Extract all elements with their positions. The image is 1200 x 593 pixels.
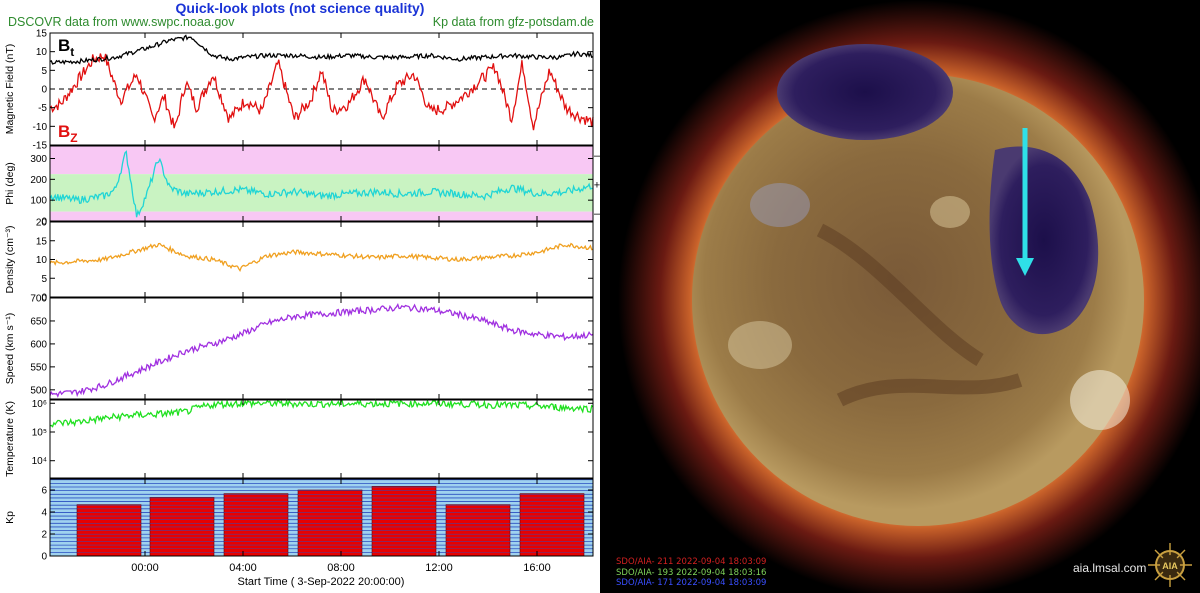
magnetic-ytick-label: 10 bbox=[36, 47, 48, 58]
speed-ytick-label: 650 bbox=[30, 316, 47, 327]
speed-frame bbox=[49, 297, 594, 400]
magnetic-ytick-label: 0 bbox=[41, 85, 47, 96]
active-region-2 bbox=[728, 321, 792, 369]
equatorial-coronal-hole bbox=[989, 146, 1099, 335]
speed-ytick-label: 700 bbox=[30, 294, 47, 305]
speed-ytick-label: 550 bbox=[30, 362, 47, 373]
kp-bar bbox=[371, 486, 437, 557]
kp-ytick-label: 6 bbox=[41, 486, 47, 497]
phi-sector-sign: – bbox=[594, 150, 600, 162]
kp-ytick-label: 2 bbox=[41, 530, 47, 541]
kp-source-label: Kp data from gfz-potsdam.de bbox=[432, 15, 594, 29]
phi-series-line bbox=[49, 150, 594, 218]
limb-bright-region bbox=[1070, 370, 1130, 430]
dscovr-source-label: DSCOVR data from www.swpc.noaa.gov bbox=[8, 15, 235, 29]
magnetic-ytick-label: 5 bbox=[41, 66, 47, 77]
kp-bar bbox=[519, 493, 585, 557]
density-ytick-label: 5 bbox=[41, 274, 47, 285]
phi-axis-title: Phi (deg) bbox=[4, 162, 16, 205]
phi-away-sector-band bbox=[50, 211, 593, 221]
solar-wind-quicklook-panel: Quick-look plots (not science quality) D… bbox=[4, 0, 600, 589]
phi-ytick-label: 0 bbox=[41, 217, 47, 228]
time-axis-tick-label: 04:00 bbox=[229, 562, 257, 574]
svg-text:BZ: BZ bbox=[58, 122, 78, 145]
temperature-ytick-label: 10⁵ bbox=[32, 427, 47, 438]
stacked-timeseries-plots: Magnetic Field (nT) 15 10 5 0 -5 -10 -15 Phi (de… bbox=[4, 29, 600, 589]
svg-text:AIA: AIA bbox=[1162, 561, 1178, 571]
bz-series-label: BZ bbox=[58, 122, 78, 145]
aia-193-caption: SDO/AIA- 193 2022-09-04 18:03:16 bbox=[616, 568, 767, 578]
filament-channels bbox=[816, 223, 1023, 407]
bt-series-label: Bt bbox=[58, 36, 74, 59]
temperature-series-line bbox=[49, 398, 594, 428]
speed-ytick-label: 500 bbox=[30, 385, 47, 396]
speed-axis-title: Speed (km s⁻¹) bbox=[4, 313, 16, 384]
quicklook-title: Quick-look plots (not science quality) bbox=[175, 0, 425, 16]
speed-series-line bbox=[49, 303, 594, 398]
lmsal-logo: AIA bbox=[1148, 543, 1192, 587]
phi-ytick-label: 300 bbox=[30, 154, 47, 165]
magnetic-ytick-label: -10 bbox=[33, 122, 48, 133]
time-axis-tick-label: 16:00 bbox=[523, 562, 551, 574]
aia-website-label: aia.lmsal.com bbox=[1073, 561, 1147, 575]
phi-toward-sector-band bbox=[50, 174, 593, 212]
phi-sector-sign: – bbox=[594, 208, 600, 220]
temperature-ytick-label: 10⁶ bbox=[32, 399, 47, 410]
density-ytick-label: 20 bbox=[36, 218, 48, 229]
kp-bar bbox=[223, 493, 289, 557]
speed-ytick-label: 600 bbox=[30, 339, 47, 350]
phi-sector-sign: + bbox=[594, 180, 600, 192]
magnetic-ytick-label: 15 bbox=[36, 29, 48, 40]
density-series-line bbox=[49, 242, 594, 273]
phi-ytick-label: 200 bbox=[30, 175, 47, 186]
bt-series-line bbox=[49, 34, 594, 66]
svg-text:Bt: Bt bbox=[58, 36, 74, 59]
phi-ytick-label: 100 bbox=[30, 196, 47, 207]
density-ytick-label: 15 bbox=[36, 236, 48, 247]
density-ytick-label: 0 bbox=[41, 293, 47, 304]
density-axis-title: Density (cm⁻³) bbox=[4, 226, 16, 294]
active-region-3 bbox=[930, 196, 970, 228]
temperature-axis-title: Temperature (K) bbox=[4, 401, 16, 477]
kp-ytick-label: 0 bbox=[41, 552, 47, 563]
coronal-hole-arrow bbox=[1016, 128, 1034, 276]
kp-axis-title: Kp bbox=[4, 511, 16, 524]
kp-ytick-label: 4 bbox=[41, 508, 47, 519]
north-coronal-hole bbox=[777, 44, 953, 140]
active-region-1 bbox=[750, 183, 810, 227]
magnetic-axis-title: Magnetic Field (nT) bbox=[4, 44, 16, 134]
time-axis-title: Start Time ( 3-Sep-2022 20:00:00) bbox=[238, 576, 405, 588]
sun-composite-graphic: AIA bbox=[600, 0, 1200, 593]
density-frame bbox=[49, 221, 594, 298]
time-axis-tick-label: 00:00 bbox=[131, 562, 159, 574]
time-axis-tick-label: 12:00 bbox=[425, 562, 453, 574]
magnetic-ytick-label: -5 bbox=[38, 103, 47, 114]
aia-171-caption: SDO/AIA- 171 2022-09-04 18:03:09 bbox=[616, 578, 767, 588]
density-ytick-label: 10 bbox=[36, 255, 48, 266]
bz-series-line bbox=[49, 53, 594, 131]
kp-frame bbox=[49, 478, 594, 557]
time-axis-tick-label: 08:00 bbox=[327, 562, 355, 574]
phi-away-sector-band bbox=[50, 146, 593, 175]
phi-frame bbox=[49, 145, 594, 222]
sdo-aia-sun-image: AIA SDO/AIA- 211 2022-09-04 18:03:09 SDO… bbox=[600, 0, 1200, 593]
temperature-ytick-label: 10⁴ bbox=[32, 456, 47, 467]
magnetic-ytick-label: -15 bbox=[33, 141, 48, 152]
temperature-frame bbox=[49, 399, 594, 479]
aia-211-caption: SDO/AIA- 211 2022-09-04 18:03:09 bbox=[616, 557, 767, 567]
kp-bar bbox=[297, 489, 363, 557]
